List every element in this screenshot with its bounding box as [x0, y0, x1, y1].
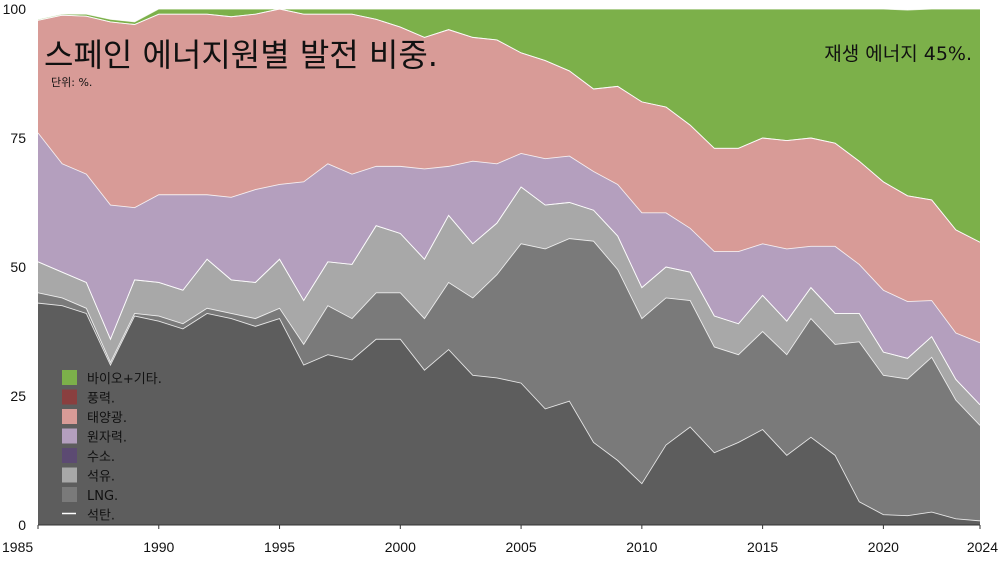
legend-label-5: 석유. [87, 470, 115, 485]
stacked-areas [38, 9, 980, 525]
renewable-annotation: 재생 에너지 45%. [824, 43, 972, 65]
legend-swatch-2 [62, 409, 77, 424]
boundary-line-0 [37, 302, 981, 522]
legend-swatch-0 [62, 370, 77, 385]
x-tick-label-2010: 2010 [626, 539, 657, 555]
legend-label-6: LNG. [87, 489, 118, 504]
boundary-line-6 [37, 8, 981, 243]
area-series-5 [38, 9, 980, 343]
legend-label-3: 원자력. [87, 431, 127, 446]
y-tick-label-100: 100 [3, 1, 27, 17]
chart-title: 스페인 에너지원별 발전 비중. [44, 36, 438, 74]
legend-label-0: 바이오+기타. [87, 372, 162, 387]
area-series-2 [38, 187, 980, 426]
boundary-line-1 [37, 238, 981, 426]
y-tick-label-25: 25 [10, 388, 26, 404]
legend-label-7: 석탄. [87, 509, 115, 524]
area-series-0 [38, 303, 980, 525]
legend-label-4: 수소. [87, 450, 115, 465]
legend-swatch-4 [62, 448, 77, 463]
legend-swatch-5 [62, 467, 77, 483]
x-tick-labels: 1985 1990 1995 2000 2005 2010 2015 2020 2024 [2, 525, 998, 555]
area-series-4 [38, 132, 980, 405]
x-tick-label-2020: 2020 [868, 539, 899, 555]
y-tick-label-0: 0 [18, 517, 26, 533]
y-tick-label-50: 50 [10, 259, 26, 275]
legend-swatch-6 [62, 487, 77, 502]
x-tick-label-2000: 2000 [385, 539, 416, 555]
legend-label-1: 풍력. [87, 392, 115, 407]
x-tick-label-1985: 1985 [2, 539, 33, 555]
legend: 바이오+기타. 풍력. 태양광. 원자력. 수소. 석유. LNG. 석탄. [62, 370, 162, 524]
boundary-line-3 [37, 186, 981, 406]
legend-swatch-3 [62, 428, 77, 444]
x-tick-label-1995: 1995 [264, 539, 295, 555]
x-tick-label-2005: 2005 [505, 539, 536, 555]
x-tick-label-2024: 2024 [967, 539, 998, 555]
x-tick-label-1990: 1990 [143, 539, 174, 555]
y-tick-labels: 0 25 50 75 100 [3, 1, 27, 533]
area-series-7 [38, 9, 980, 243]
boundary-lines [37, 8, 981, 522]
legend-swatch-1 [62, 389, 77, 405]
area-series-1 [38, 238, 980, 521]
y-tick-label-75: 75 [10, 130, 26, 146]
legend-label-2: 태양광. [87, 411, 127, 426]
chart-subtitle: 단위: %. [51, 76, 92, 89]
boundary-line-4 [37, 132, 981, 344]
boundary-line-7 [37, 8, 980, 23]
x-tick-label-2015: 2015 [747, 539, 778, 555]
